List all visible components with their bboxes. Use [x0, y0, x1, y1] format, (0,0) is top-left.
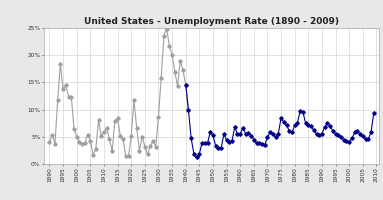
Line: % Unemployment: % Unemployment — [185, 83, 375, 159]
Estimated % Unemployment — [96, 119, 101, 122]
% Unemployment — [183, 83, 188, 86]
% Unemployment — [290, 131, 294, 134]
Estimated % Unemployment — [123, 155, 128, 158]
Estimated % Unemployment — [186, 109, 191, 111]
Estimated % Unemployment — [113, 120, 117, 122]
% Unemployment — [211, 134, 215, 136]
Estimated % Unemployment — [47, 141, 52, 143]
Estimated % Unemployment — [140, 136, 144, 138]
% Unemployment — [344, 140, 349, 142]
% Unemployment — [347, 141, 352, 143]
Estimated % Unemployment — [134, 126, 139, 129]
% Unemployment — [194, 156, 199, 159]
% Unemployment — [243, 133, 248, 135]
% Unemployment — [372, 112, 376, 115]
Estimated % Unemployment — [58, 63, 63, 65]
Title: United States - Unemployment Rate (1890 - 2009): United States - Unemployment Rate (1890 … — [84, 17, 339, 26]
Estimated % Unemployment — [121, 138, 125, 140]
Estimated % Unemployment — [164, 27, 169, 30]
Line: Estimated % Unemployment: Estimated % Unemployment — [48, 27, 190, 158]
% Unemployment — [230, 139, 234, 142]
